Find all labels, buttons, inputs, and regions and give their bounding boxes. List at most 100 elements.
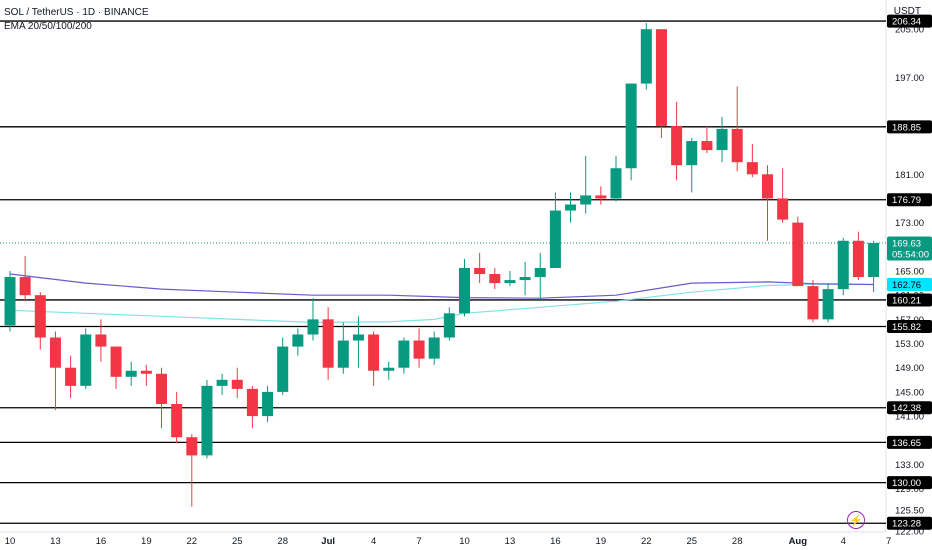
candle	[171, 391, 183, 444]
candle	[413, 328, 425, 368]
price-tick-label: 122.00	[895, 526, 924, 537]
price-tick-label: 173.00	[895, 218, 924, 229]
price-label-text: 142.38	[892, 403, 921, 414]
time-tick-label: 7	[886, 536, 891, 547]
candle	[610, 156, 622, 202]
candle-body	[65, 367, 77, 386]
candle-body	[49, 337, 61, 368]
candle	[262, 385, 274, 423]
candle	[625, 83, 637, 181]
price-label-text: 130.00	[892, 478, 921, 489]
candle-body	[352, 334, 364, 341]
candle	[231, 367, 243, 398]
candle	[868, 240, 880, 293]
price-label-box	[887, 120, 932, 134]
candle-body	[686, 141, 698, 166]
candle	[792, 216, 804, 287]
price-label-level: 130.00	[887, 476, 932, 490]
candle-body	[125, 370, 137, 377]
candle	[110, 346, 122, 389]
candle-body	[322, 319, 334, 368]
candle	[671, 101, 683, 181]
candle-body	[383, 367, 395, 371]
candle-body	[610, 168, 622, 199]
price-label-text: 160.21	[892, 295, 921, 306]
time-tick-label: Aug	[789, 536, 808, 547]
candle-body	[777, 198, 789, 220]
price-label-box	[887, 435, 932, 449]
price-label-level: 176.79	[887, 193, 932, 207]
price-tick-label: 133.00	[895, 460, 924, 471]
currency-unit: USDT	[893, 6, 921, 17]
candle	[565, 192, 577, 223]
candle-body	[277, 346, 289, 392]
price-tick-label: 141.00	[895, 412, 924, 423]
candle	[746, 144, 758, 178]
candle-body	[246, 388, 258, 417]
candle-body	[19, 277, 31, 296]
candle-body	[731, 128, 743, 163]
candle	[19, 255, 31, 302]
candle	[95, 319, 107, 362]
candle-body	[595, 195, 607, 199]
price-label-text: 123.28	[892, 519, 921, 530]
candle	[762, 165, 773, 241]
candle	[156, 367, 167, 429]
lightning-icon[interactable]: ⚡	[847, 511, 865, 529]
candle	[519, 261, 531, 296]
price-tick-label: 165.00	[895, 267, 924, 278]
time-tick-label: 16	[550, 536, 561, 547]
candle-body	[746, 162, 758, 175]
time-tick-label: 13	[50, 536, 61, 547]
candle-body	[716, 128, 728, 151]
candle	[807, 280, 819, 323]
symbol-title[interactable]: SOL / TetherUS · 1D · BINANCE	[4, 7, 149, 18]
candle-body	[549, 210, 561, 268]
candle	[686, 138, 698, 193]
time-tick-label: 19	[596, 536, 607, 547]
candle	[443, 307, 455, 341]
candle	[640, 23, 652, 90]
time-tick-label: 25	[232, 536, 243, 547]
candle	[368, 331, 380, 386]
candle-body	[489, 274, 501, 284]
price-label-box	[887, 401, 932, 415]
candle	[837, 237, 849, 296]
candle	[655, 29, 667, 138]
candle	[322, 307, 334, 380]
price-label-text: 169.63	[892, 239, 921, 250]
indicator-label[interactable]: EMA 20/50/100/200	[4, 21, 92, 32]
candle-body	[337, 340, 349, 368]
candle	[292, 328, 304, 356]
candle	[186, 434, 198, 507]
time-tick-label: 13	[505, 536, 516, 547]
candle-body	[186, 437, 198, 456]
time-tick-label: 4	[841, 536, 846, 547]
time-tick-label: 28	[732, 536, 743, 547]
candle	[398, 337, 410, 374]
candle	[701, 125, 713, 154]
time-tick-label: 16	[96, 536, 107, 547]
price-label-box	[887, 193, 932, 207]
time-tick-label: 22	[641, 536, 652, 547]
price-tick-label: 205.00	[895, 25, 924, 36]
candle-body	[837, 240, 849, 290]
price-label-box	[887, 476, 932, 490]
price-tick-label: 197.00	[895, 73, 924, 84]
candle	[65, 355, 77, 398]
candle	[34, 292, 46, 350]
candle-body	[868, 243, 880, 278]
ema-blue-line	[9, 273, 874, 299]
candle-body	[292, 334, 304, 347]
candle-body	[671, 125, 683, 166]
time-tick-label: 7	[416, 536, 421, 547]
candle-body	[428, 337, 440, 359]
candle-body	[95, 334, 107, 347]
price-label-box	[887, 293, 932, 307]
candle-body	[231, 379, 243, 389]
candle	[352, 316, 364, 368]
price-label-box	[887, 236, 932, 261]
candle-body	[216, 379, 228, 386]
